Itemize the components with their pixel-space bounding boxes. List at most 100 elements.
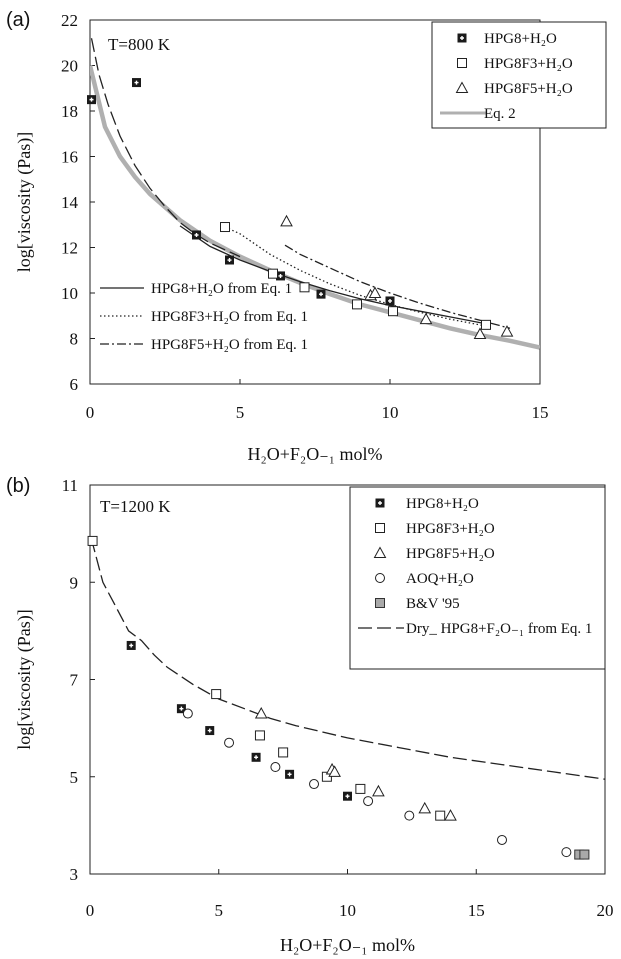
data-point: [368, 286, 382, 298]
series-line-dry-hpg8-f-o-from-eq-1: [90, 538, 605, 780]
y-tick-label: 8: [70, 330, 79, 349]
y-tick-label: 22: [61, 11, 78, 30]
data-point: [388, 306, 398, 317]
data-point-cross: [134, 80, 139, 85]
legend-entry: HPG8F5+H₂O: [406, 546, 495, 562]
series-line-hpg8f3-h-o-from-eq-1: [224, 226, 490, 328]
data-point-cross: [278, 273, 283, 278]
legend-entry: AOQ+H₂O: [406, 571, 474, 587]
legend-entry: HPG8F3+H₂O: [484, 56, 573, 72]
legend-entry: HPG8F5+H₂O: [484, 81, 573, 97]
legend-marker-cross: [378, 501, 382, 505]
data-point: [473, 327, 487, 339]
legend-entry: HPG8+H₂O: [484, 31, 557, 47]
data-point: [579, 849, 590, 860]
legend-marker: [375, 573, 385, 583]
y-tick-label: 9: [70, 573, 79, 592]
data-point-cross: [194, 232, 199, 237]
legend-box: [349, 486, 606, 670]
y-tick-label: 7: [70, 671, 79, 690]
x-tick-label: 10: [382, 403, 399, 422]
data-point-cross: [207, 728, 212, 733]
data-point: [444, 809, 457, 821]
y-tick-label: 6: [70, 375, 79, 394]
legend-entry: HPG8+H₂O: [406, 496, 479, 512]
y-tick-label: 20: [61, 57, 78, 76]
data-point: [182, 708, 193, 719]
data-point: [363, 796, 374, 807]
legend-marker: [455, 81, 469, 93]
x-tick-label: 15: [532, 403, 549, 422]
inline-legend-entry: HPG8+H₂O from Eq. 1: [151, 281, 292, 297]
y-tick-label: 3: [70, 865, 79, 884]
legend-entry: Eq. 2: [484, 106, 516, 122]
data-point: [355, 783, 366, 794]
data-point: [352, 299, 362, 310]
data-point: [268, 268, 278, 279]
y-tick-label: 11: [62, 476, 78, 495]
data-point-cross: [287, 772, 292, 777]
y-tick-label: 12: [61, 239, 78, 258]
x-tick-label: 5: [215, 901, 224, 920]
data-point: [280, 214, 293, 227]
x-tick-label: 20: [597, 901, 614, 920]
legend-marker: [375, 523, 385, 533]
data-point: [419, 312, 433, 325]
chart-panel-b: 3 5 7 9 11 0 5 10 15 20 H₂O+F₂O₋₁ mol% log[viscosit…: [6, 475, 614, 955]
data-point-cross: [89, 97, 94, 102]
data-point: [372, 784, 385, 797]
y-tick-label: 5: [70, 768, 79, 787]
legend-marker: [375, 598, 385, 608]
data-point-cross: [388, 298, 392, 303]
panel-label: (b): [6, 475, 30, 497]
data-point: [254, 730, 265, 741]
data-point: [481, 319, 491, 330]
y-axis-label: log[viscosity (Pas)]: [14, 609, 35, 749]
panel-label: (a): [6, 9, 30, 31]
data-point: [497, 834, 507, 845]
data-point: [278, 747, 289, 758]
data-point-cross: [129, 643, 134, 648]
y-axis-label: log[viscosity (Pas)]: [14, 132, 35, 272]
series-line-unlabeled: [90, 38, 241, 258]
inline-legend-entry: HPG8F5+H₂O from Eq. 1: [151, 337, 308, 353]
data-point: [309, 779, 320, 790]
y-tick-label: 14: [61, 193, 79, 212]
y-tick-label: 10: [61, 284, 78, 303]
legend-entry: HPG8F3+H₂O: [406, 521, 495, 537]
legend-marker: [373, 546, 387, 558]
series-line-hpg8-h-o-from-eq-1: [179, 225, 490, 326]
data-point: [254, 706, 268, 719]
data-point: [220, 222, 230, 233]
temperature-annotation: T=800 K: [108, 35, 171, 54]
data-point: [224, 737, 235, 748]
data-point: [435, 810, 446, 821]
x-tick-label: 15: [468, 901, 485, 920]
data-point: [561, 847, 572, 858]
x-tick-label: 5: [236, 403, 245, 422]
x-axis-label: H₂O+F₂O₋₁ mol%: [248, 444, 383, 464]
x-axis-label: H₂O+F₂O₋₁ mol%: [280, 935, 415, 955]
data-point: [418, 801, 432, 814]
legend-marker: [457, 58, 467, 68]
x-tick-label: 0: [86, 901, 95, 920]
inline-legend-entry: HPG8F3+H₂O from Eq. 1: [151, 309, 308, 325]
data-point-cross: [319, 292, 323, 297]
x-tick-label: 0: [86, 403, 95, 422]
data-point: [87, 535, 98, 546]
data-point: [299, 282, 310, 293]
data-point-cross: [345, 794, 350, 799]
y-tick-label: 18: [61, 102, 78, 121]
chart-panel-a: 6 8 10 12 14 16 18 20 22 0 5 10 15 H₂O+F₂O₋₁ mol% log[…: [6, 9, 607, 464]
data-point: [404, 810, 415, 821]
data-point: [500, 325, 514, 337]
legend-marker-cross: [460, 36, 464, 40]
temperature-annotation: T=1200 K: [100, 497, 171, 516]
data-point-cross: [254, 755, 259, 760]
series-line-hpg8f5-h-o-from-eq-1: [284, 244, 511, 329]
data-point-cross: [179, 706, 184, 711]
data-point: [211, 689, 222, 700]
x-tick-label: 10: [339, 901, 356, 920]
data-point: [270, 762, 281, 773]
